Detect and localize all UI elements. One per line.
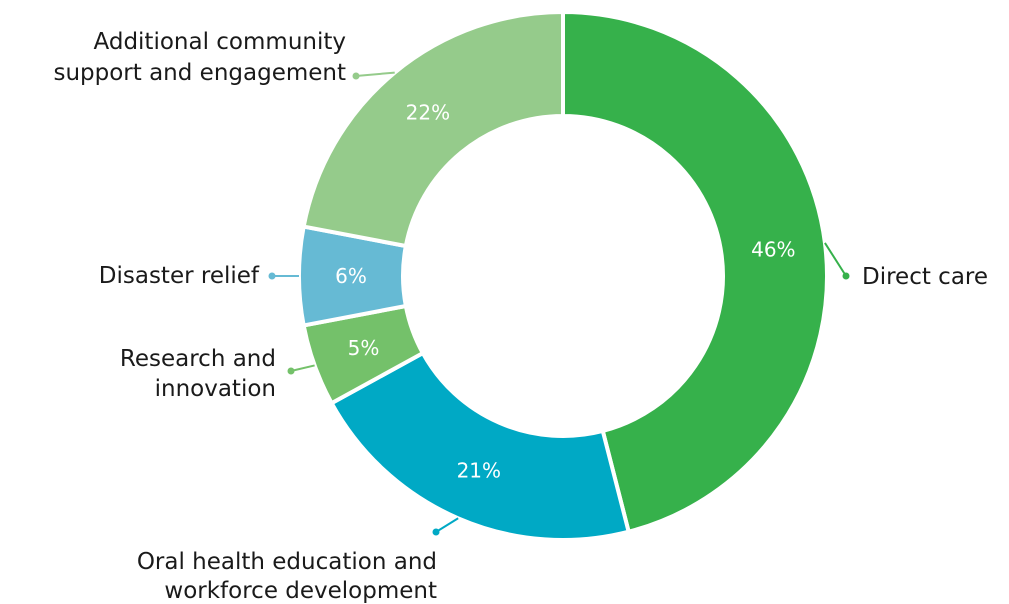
category-label: Oral health education and workforce devel…: [137, 549, 437, 604]
leader-line: [435, 517, 459, 533]
slice-oral-health-education-and-workforce-development: [329, 351, 631, 542]
percent-label: 21%: [457, 459, 501, 483]
leader-lines: [268, 71, 850, 536]
category-label: Additional community support and engageme…: [53, 29, 346, 86]
percent-label: 6%: [335, 264, 367, 288]
leader-dot: [352, 72, 360, 80]
leader-dot: [432, 528, 440, 536]
category-label: Disaster relief: [99, 263, 260, 289]
leader-line: [355, 71, 395, 77]
donut-slices: [297, 10, 829, 542]
percent-label: 46%: [751, 237, 795, 261]
leader-dot: [287, 367, 295, 375]
category-label: Direct care: [862, 264, 988, 290]
leader-dot: [842, 272, 850, 280]
leader-line: [290, 364, 315, 372]
slice-additional-community-support-and-engagement: [301, 10, 565, 249]
leader-line: [824, 242, 847, 277]
category-label: Research and innovation: [120, 346, 276, 402]
slice-direct-care: [561, 10, 829, 534]
percent-label: 5%: [348, 336, 380, 360]
leader-dot: [268, 272, 276, 280]
category-labels: Direct care Oral health education and work…: [53, 29, 988, 604]
percentage-labels: 46% 21% 5% 6% 22%: [335, 101, 795, 483]
percent-label: 22%: [406, 101, 450, 125]
